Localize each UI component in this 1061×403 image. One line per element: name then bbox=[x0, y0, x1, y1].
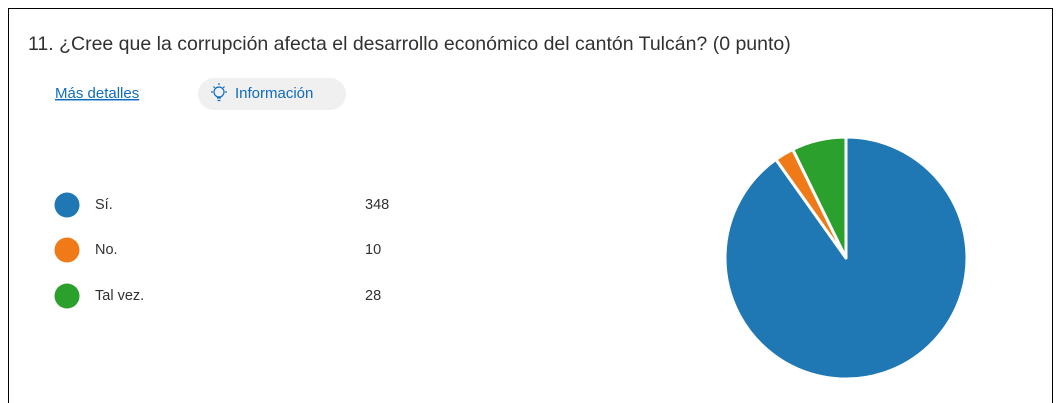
pie-slice bbox=[791, 135, 848, 260]
info-button[interactable] bbox=[198, 78, 346, 110]
legend-swatch bbox=[54, 192, 80, 218]
legend-swatch bbox=[54, 237, 80, 263]
details-link[interactable]: Más detalles bbox=[55, 85, 139, 102]
legend-label: Sí. bbox=[95, 197, 113, 213]
bulb-icon bbox=[211, 83, 227, 102]
question-title: 11. ¿Cree que la corrupción afecta el de… bbox=[28, 33, 791, 55]
legend-label: No. bbox=[95, 242, 118, 258]
legend-count: 348 bbox=[365, 197, 389, 213]
legend-count: 28 bbox=[365, 288, 381, 304]
legend-count: 10 bbox=[365, 242, 381, 258]
legend-swatch bbox=[54, 283, 80, 309]
legend-label: Tal vez. bbox=[95, 288, 144, 304]
info-label[interactable]: Información bbox=[235, 85, 313, 102]
